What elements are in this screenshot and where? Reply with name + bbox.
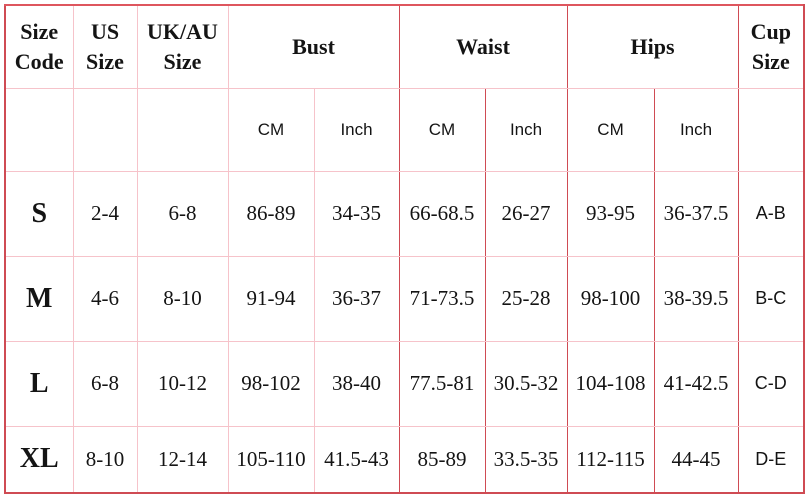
bust-inch-cell: 38-40	[314, 341, 400, 427]
header-empty-cup-size	[738, 88, 805, 172]
hips-inch-cell: 41-42.5	[654, 341, 739, 427]
size-code-cell: M	[5, 256, 74, 342]
bust-cm-cell: 98-102	[228, 341, 315, 427]
waist-cm-cell: 77.5-81	[399, 341, 486, 427]
header-us-size: US Size	[73, 5, 138, 89]
header-waist: Waist	[399, 5, 568, 89]
size-chart-table: Size Code US Size UK/AU Size Bust Waist …	[4, 4, 806, 494]
header-empty-uk-au-size	[137, 88, 229, 172]
bust-inch-cell: 41.5-43	[314, 426, 400, 493]
header-hips: Hips	[567, 5, 739, 89]
hips-inch-cell: 38-39.5	[654, 256, 739, 342]
waist-inch-cell: 26-27	[485, 171, 568, 257]
uk-au-size-cell: 10-12	[137, 341, 229, 427]
cup-size-cell: A-B	[738, 171, 805, 257]
waist-inch-cell: 33.5-35	[485, 426, 568, 493]
uk-au-size-cell: 6-8	[137, 171, 229, 257]
us-size-cell: 4-6	[73, 256, 138, 342]
hips-inch-cell: 36-37.5	[654, 171, 739, 257]
size-code-cell: XL	[5, 426, 74, 493]
header-empty-us-size	[73, 88, 138, 172]
header-row-groups: Size Code US Size UK/AU Size Bust Waist …	[5, 5, 805, 89]
uk-au-size-cell: 8-10	[137, 256, 229, 342]
waist-inch-cell: 25-28	[485, 256, 568, 342]
cup-size-cell: C-D	[738, 341, 805, 427]
waist-cm-cell: 71-73.5	[399, 256, 486, 342]
header-size-code: Size Code	[5, 5, 74, 89]
bust-inch-cell: 36-37	[314, 256, 400, 342]
table-row-l: L 6-8 10-12 98-102 38-40 77.5-81 30.5-32…	[5, 341, 805, 427]
waist-cm-cell: 66-68.5	[399, 171, 486, 257]
bust-cm-cell: 105-110	[228, 426, 315, 493]
us-size-cell: 8-10	[73, 426, 138, 493]
size-code-cell: L	[5, 341, 74, 427]
header-bust-cm: CM	[228, 88, 315, 172]
table-row-xl: XL 8-10 12-14 105-110 41.5-43 85-89 33.5…	[5, 426, 804, 493]
bust-cm-cell: 86-89	[228, 171, 315, 257]
table-row-m: M 4-6 8-10 91-94 36-37 71-73.5 25-28 98-…	[5, 256, 805, 342]
cup-size-cell: D-E	[755, 448, 787, 469]
header-row-units: CM Inch CM Inch CM Inch	[5, 88, 805, 172]
uk-au-size-cell: 12-14	[137, 426, 229, 493]
header-bust-inch: Inch	[314, 88, 400, 172]
header-waist-inch: Inch	[485, 88, 568, 172]
waist-cm-cell: 85-89	[399, 426, 486, 493]
header-bust: Bust	[228, 5, 400, 89]
bust-inch-cell: 34-35	[314, 171, 400, 257]
hips-cm-cell: 112-115	[567, 426, 655, 493]
bust-cm-cell: 91-94	[228, 256, 315, 342]
cup-size-cell: B-C	[738, 256, 805, 342]
header-empty-size-code	[5, 88, 74, 172]
table-row-s: S 2-4 6-8 86-89 34-35 66-68.5 26-27 93-9…	[5, 171, 805, 257]
header-waist-cm: CM	[399, 88, 486, 172]
header-uk-au-size: UK/AU Size	[137, 5, 229, 89]
us-size-cell: 6-8	[73, 341, 138, 427]
hips-inch-cell: 44-45	[654, 426, 739, 493]
header-hips-inch: Inch	[654, 88, 739, 172]
waist-inch-cell: 30.5-32	[485, 341, 568, 427]
hips-cm-cell: 98-100	[567, 256, 655, 342]
hips-cm-cell: 93-95	[567, 171, 655, 257]
header-hips-cm: CM	[567, 88, 655, 172]
size-code-cell: S	[5, 171, 74, 257]
header-cup-size: Cup Size	[738, 5, 805, 89]
hips-cm-cell: 104-108	[567, 341, 655, 427]
us-size-cell: 2-4	[73, 171, 138, 257]
